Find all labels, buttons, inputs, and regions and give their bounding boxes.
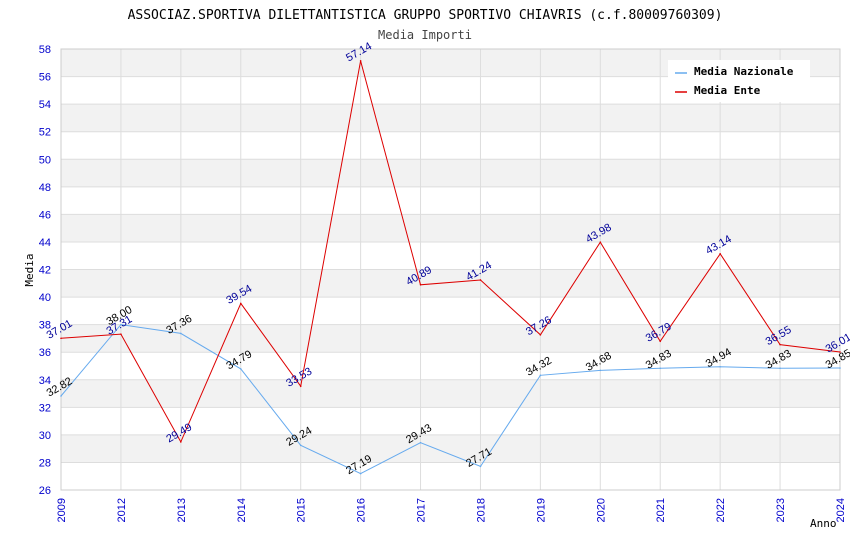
grid-band	[61, 324, 840, 353]
grid-band	[61, 159, 840, 187]
x-tick-label: 2009	[56, 498, 68, 522]
x-tick-label: 2015	[296, 498, 308, 522]
x-tick-label: 2019	[535, 498, 547, 522]
grid-band	[61, 379, 840, 408]
data-point-media-ente	[599, 241, 602, 244]
data-point-media-ente	[479, 279, 482, 281]
grid-band	[61, 104, 840, 132]
y-tick-label: 54	[39, 99, 51, 111]
legend-label-media-ente: Media Ente	[694, 84, 761, 97]
data-point-media-ente	[779, 343, 781, 346]
y-tick-label: 48	[39, 182, 51, 194]
grid-lines	[60, 48, 841, 491]
x-axis-label: Anno	[810, 517, 837, 530]
x-tick-label: 2024	[835, 498, 847, 522]
data-point-media-nazionale	[239, 368, 242, 370]
data-point-media-ente	[60, 337, 62, 340]
data-point-media-nazionale	[539, 374, 542, 377]
x-tick-label: 2012	[116, 498, 128, 522]
data-point-media-ente	[239, 302, 242, 305]
y-axis-label: Media	[23, 253, 36, 286]
x-tick-label: 2023	[775, 498, 787, 522]
grid-band	[61, 269, 840, 298]
grid-band	[61, 434, 840, 463]
legend-background	[668, 60, 810, 102]
data-label-media-nazionale: 34.32	[524, 355, 554, 379]
y-tick-label: 34	[39, 375, 51, 387]
x-tick-label: 2016	[356, 498, 368, 522]
y-tick-label: 40	[39, 292, 51, 304]
y-tick-label: 50	[39, 154, 51, 166]
series-layer	[60, 60, 841, 475]
data-point-media-ente	[659, 340, 662, 343]
series-line-media-nazionale	[60, 324, 841, 475]
y-tick-label: 44	[39, 237, 51, 249]
x-tick-label: 2022	[715, 498, 727, 522]
data-point-media-ente	[719, 252, 721, 255]
y-tick-label: 56	[39, 72, 51, 84]
data-point-media-nazionale	[299, 444, 302, 447]
y-tick-label: 32	[39, 402, 51, 414]
x-tick-label: 2020	[595, 498, 607, 522]
y-tick-label: 58	[39, 44, 51, 56]
data-point-media-nazionale	[419, 441, 422, 444]
legend-label-media-nazionale: Media Nazionale	[694, 65, 794, 78]
y-tick-label: 52	[39, 127, 51, 139]
data-point-media-nazionale	[839, 367, 841, 369]
x-tick-label: 2018	[475, 498, 487, 522]
x-tick-label: 2013	[176, 498, 188, 522]
grid-bands	[61, 49, 840, 463]
y-tick-label: 36	[39, 347, 51, 359]
y-axis-ticks: 26 28 30 32 34 36 38 40 42 44 46 48 50 52 54 56 58	[39, 44, 51, 497]
y-tick-label: 46	[39, 209, 51, 221]
data-point-media-ente	[539, 334, 542, 336]
data-point-media-ente	[419, 283, 422, 286]
data-point-media-nazionale	[60, 395, 62, 397]
data-point-media-nazionale	[659, 367, 662, 370]
x-axis-ticks: 2009 2012 2013 2014 2015 2016 2017 2018 2019 2020…	[56, 498, 847, 522]
data-point-media-ente	[180, 441, 182, 443]
data-point-media-nazionale	[180, 332, 182, 335]
chart-subtitle: Media Importi	[378, 28, 472, 42]
chart-title: ASSOCIAZ.SPORTIVA DILETTANTISTICA GRUPPO…	[128, 8, 723, 23]
data-point-media-ente	[299, 385, 302, 388]
data-point-media-nazionale	[120, 323, 122, 326]
data-point-media-ente	[359, 60, 362, 62]
plot-area-border	[60, 48, 841, 491]
y-tick-label: 30	[39, 430, 51, 442]
data-point-media-nazionale	[359, 472, 362, 475]
legend: Media Nazionale Media Ente	[668, 60, 810, 102]
x-tick-label: 2021	[655, 498, 667, 522]
grid-band	[61, 214, 840, 242]
data-point-media-ente	[839, 351, 841, 353]
data-point-media-ente	[120, 333, 122, 335]
y-tick-label: 26	[39, 485, 51, 497]
data-point-media-nazionale	[779, 367, 781, 370]
y-tick-label: 42	[39, 265, 51, 277]
x-tick-label: 2014	[236, 498, 248, 522]
y-tick-label: 28	[39, 457, 51, 469]
x-tick-label: 2017	[416, 498, 428, 522]
data-point-media-nazionale	[719, 365, 721, 368]
y-tick-label: 38	[39, 320, 51, 332]
data-point-media-nazionale	[599, 369, 602, 372]
data-point-media-nazionale	[479, 465, 482, 468]
series-line-media-ente	[60, 60, 841, 444]
